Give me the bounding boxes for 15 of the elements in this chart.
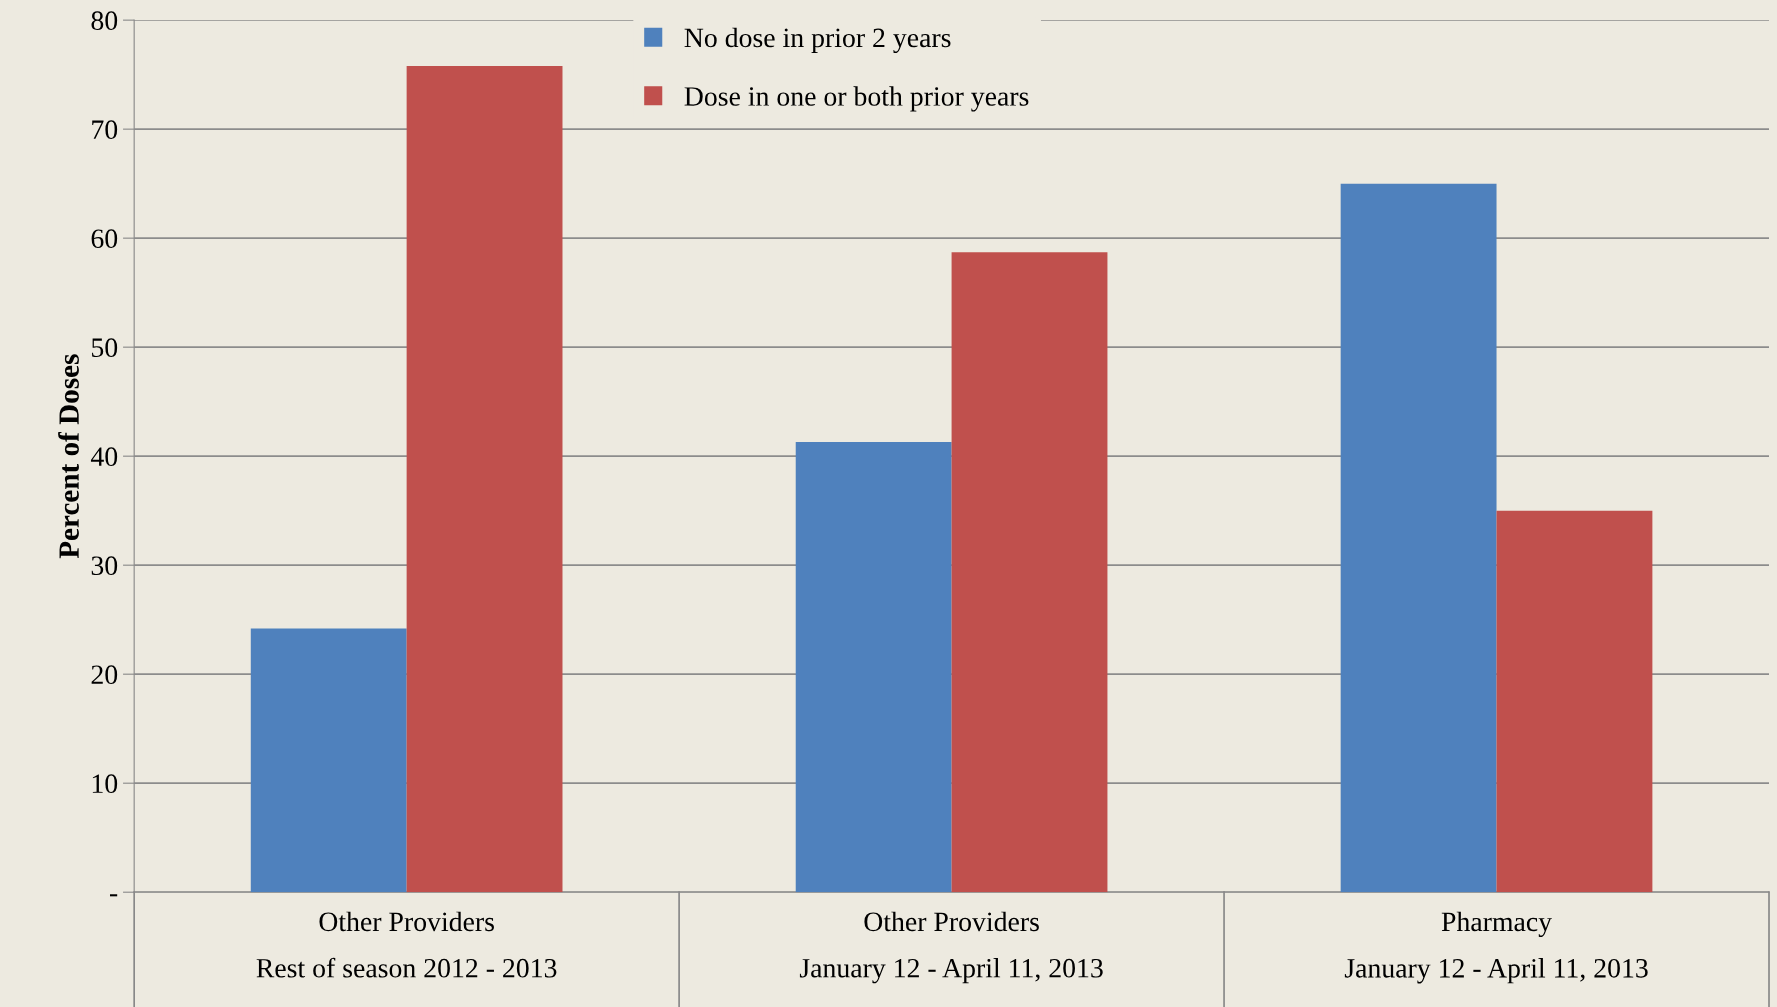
legend-label: Dose in one or both prior years [684, 86, 1029, 112]
y-tick-label: 60 [91, 229, 118, 249]
y-tick-label: 30 [91, 556, 118, 576]
y-axis-title: Percent of Doses [58, 354, 79, 559]
y-tick-label: 50 [92, 338, 118, 358]
y-tick-label: 70 [92, 120, 118, 140]
y-tick-label: 80 [91, 11, 118, 31]
x-tick-label: Other Providers January 12 - April 11, 2013 [799, 911, 1103, 984]
y-tick-label: 10 [92, 774, 118, 794]
y-tick-label: - [109, 894, 118, 897]
x-tick-label: Other Providers Rest of season 2012 - 2013 [256, 911, 557, 978]
y-tick-label: 20 [91, 665, 118, 685]
x-tick-label: Pharmacy January 12 - April 11, 2013 [1344, 911, 1648, 984]
legend-label: No dose in prior 2 years [684, 27, 951, 53]
y-tick-label: 40 [90, 447, 118, 467]
